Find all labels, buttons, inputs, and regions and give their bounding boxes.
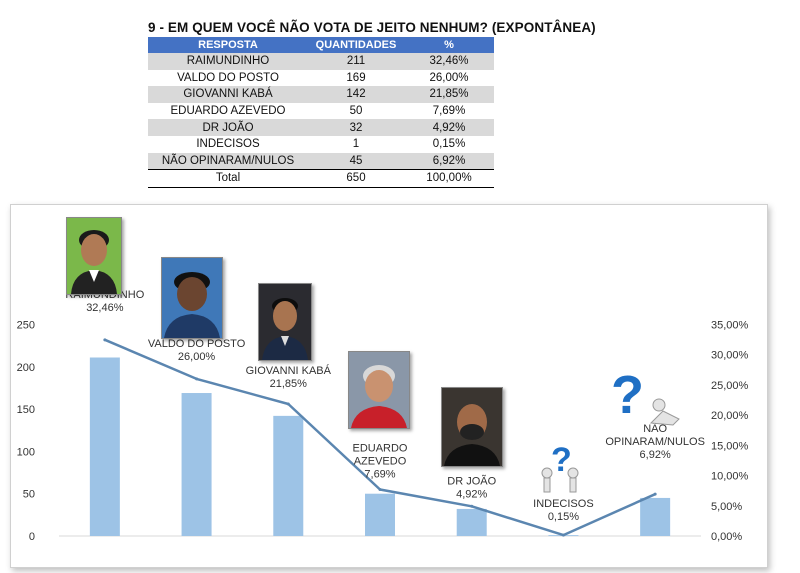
cell-percent: 0,15% [404,135,494,153]
y-left-tick-label: 50 [23,489,35,501]
cell-quantidade: 142 [308,86,404,103]
table-row: GIOVANNI KABÁ 142 21,85% [148,86,494,103]
cell-percent: 6,92% [404,152,494,171]
data-label: VALDO DO POSTO [148,338,246,350]
cell-quantidade: 1 [308,135,404,153]
table-row: VALDO DO POSTO 169 26,00% [148,69,494,87]
table-row: INDECISOS 1 0,15% [148,135,494,153]
cell-resposta: INDECISOS [148,135,308,153]
table-total-row: Total 650 100,00% [148,169,494,188]
cell-resposta: DR JOÃO [148,119,308,136]
data-label: GIOVANNI KABÁ [246,364,332,377]
table-row: DR JOÃO 32 4,92% [148,119,494,136]
cell-percent: 26,00% [404,69,494,87]
svg-text:?: ? [611,365,644,425]
cell-quantidade: 45 [308,152,404,171]
table-body: RAIMUNDINHO 211 32,46% VALDO DO POSTO 169 26,… [148,53,494,188]
data-label: 6,92% [640,449,671,461]
table-header-row: RESPOSTA QUANTIDADES % [148,37,494,53]
question-mark-icon: ? [541,441,579,493]
question-mark-icon: ? [611,365,680,426]
cell-quantidade: 211 [308,53,404,70]
data-label: EDUARDO [352,443,407,455]
photo-giovanni-kaba [258,283,312,361]
data-label: 21,85% [270,378,308,390]
y-right-tick-label: 30,00% [711,350,749,362]
cell-quantidade: 50 [308,102,404,120]
cell-percent: 4,92% [404,119,494,136]
page-title: 9 - EM QUEM VOCÊ NÃO VOTA DE JEITO NENHU… [148,20,596,35]
y-left-tick-label: 0 [29,531,35,543]
bar [273,415,304,536]
candidate-portrait-icon [162,258,222,338]
cell-resposta: RAIMUNDINHO [148,53,308,70]
svg-text:?: ? [551,441,572,479]
photo-raimundinho [66,217,122,295]
combo-chart: 0 50 100 150 200 250 0,00% 5,00% 10,00% 15,00% 20,… [17,289,749,543]
bar [365,493,395,536]
data-label: NÃO [643,422,667,435]
photo-eduardo-azevedo [348,351,410,429]
cell-quantidade: 32 [308,119,404,136]
photo-valdo-do-posto [161,257,223,339]
data-label: 26,00% [178,351,216,363]
cell-resposta: GIOVANNI KABÁ [148,86,308,103]
y-left-tick-label: 150 [17,404,35,416]
table-row: RAIMUNDINHO 211 32,46% [148,53,494,70]
results-table: RESPOSTA QUANTIDADES % RAIMUNDINHO 211 32,… [148,37,494,188]
chart-area: 0 50 100 150 200 250 0,00% 5,00% 10,00% 15,00% 20,… [10,204,768,568]
column-header-percent: % [404,37,494,53]
line-point [195,377,199,381]
data-label: INDECISOS [533,498,594,510]
bar [640,497,671,536]
data-label: 32,46% [86,302,124,314]
cell-resposta: EDUARDO AZEVEDO [148,102,308,120]
question-figure-nao-opinaram: ? [607,365,687,427]
cell-total-percent: 100,00% [404,169,494,188]
y-left-tick-label: 100 [17,446,35,458]
cell-total-quantidade: 650 [308,169,404,188]
data-label: DR JOÃO [447,474,496,487]
y-right-tick-label: 5,00% [711,501,742,513]
line-point [378,488,382,492]
y-right-tick-label: 25,00% [711,380,749,392]
cell-percent: 21,85% [404,86,494,103]
line-point [286,402,290,406]
candidate-portrait-icon [349,352,409,428]
cell-quantidade: 169 [308,69,404,87]
cell-percent: 7,69% [404,102,494,120]
y-right-tick-label: 0,00% [711,531,742,543]
candidate-portrait-icon [67,218,121,294]
question-figure-indecisos: ? [529,441,589,497]
photo-dr-joao [441,387,503,467]
bar [456,508,487,536]
y-right-tick-label: 20,00% [711,410,749,422]
table-row: EDUARDO AZEVEDO 50 7,69% [148,102,494,120]
data-label: AZEVEDO [354,456,407,468]
line-point [561,533,565,537]
cell-resposta: NÃO OPINARAM/NULOS [148,152,308,171]
cell-percent: 32,46% [404,53,494,70]
data-label: 4,92% [456,488,487,500]
cell-resposta: VALDO DO POSTO [148,69,308,87]
table-row: NÃO OPINARAM/NULOS 45 6,92% [148,152,494,171]
y-left-tick-label: 250 [17,320,35,332]
data-label: OPINARAM/NULOS [605,436,705,448]
bar [181,393,212,536]
candidate-portrait-icon [442,388,502,466]
y-right-tick-label: 10,00% [711,471,749,483]
y-right-tick-label: 35,00% [711,320,749,332]
line-point [653,492,657,496]
line-point [103,338,107,342]
bar [89,357,120,536]
line-point [470,504,474,508]
y-right-tick-label: 15,00% [711,440,749,452]
column-header-resposta: RESPOSTA [148,37,308,53]
cell-total-label: Total [148,169,308,188]
column-header-quantidades: QUANTIDADES [308,37,404,53]
data-label: 7,69% [364,469,395,481]
data-label: 0,15% [548,511,579,523]
candidate-portrait-icon [259,284,311,360]
y-left-tick-label: 200 [17,362,35,374]
